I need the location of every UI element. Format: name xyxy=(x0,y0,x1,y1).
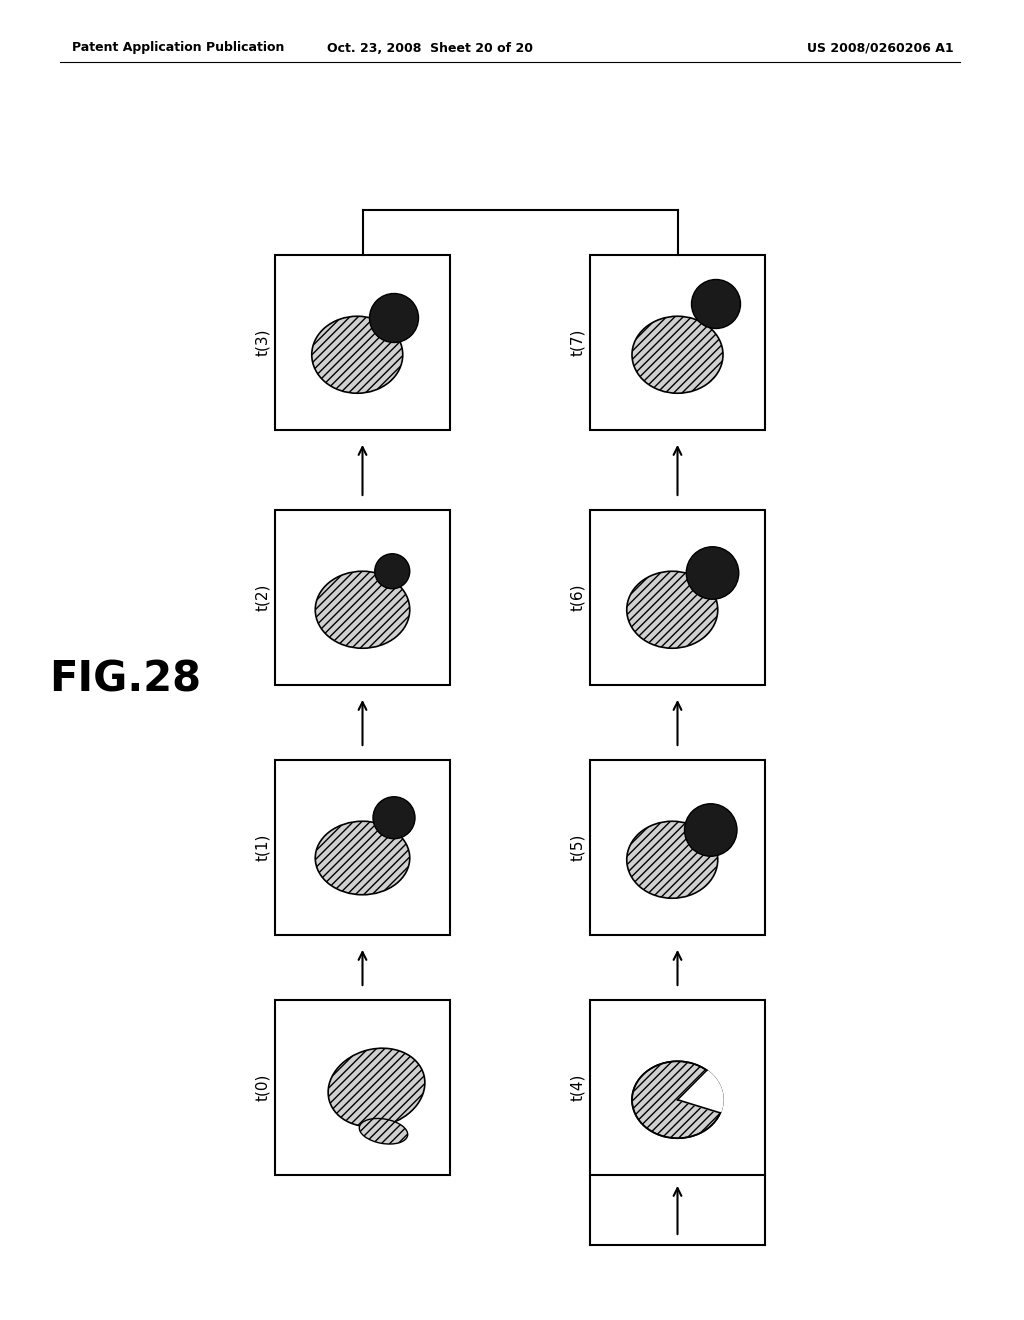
Text: US 2008/0260206 A1: US 2008/0260206 A1 xyxy=(807,41,953,54)
Bar xyxy=(590,760,765,935)
Circle shape xyxy=(684,804,737,857)
Text: t(2): t(2) xyxy=(255,583,270,611)
Circle shape xyxy=(373,797,415,838)
Circle shape xyxy=(370,293,419,342)
Bar xyxy=(590,510,765,685)
Text: Oct. 23, 2008  Sheet 20 of 20: Oct. 23, 2008 Sheet 20 of 20 xyxy=(327,41,534,54)
Bar xyxy=(275,255,450,430)
Ellipse shape xyxy=(627,572,718,648)
Text: Patent Application Publication: Patent Application Publication xyxy=(72,41,285,54)
Text: t(5): t(5) xyxy=(570,834,585,861)
Ellipse shape xyxy=(627,821,718,898)
Text: t(1): t(1) xyxy=(255,834,270,861)
Bar xyxy=(275,510,450,685)
Polygon shape xyxy=(678,1071,723,1113)
Text: t(0): t(0) xyxy=(255,1073,270,1101)
Ellipse shape xyxy=(359,1118,408,1144)
Bar xyxy=(590,1001,765,1175)
Circle shape xyxy=(375,554,410,589)
Ellipse shape xyxy=(632,1061,723,1138)
Circle shape xyxy=(686,546,738,599)
Text: t(7): t(7) xyxy=(570,329,585,356)
Circle shape xyxy=(691,280,740,329)
Ellipse shape xyxy=(328,1048,425,1127)
Text: t(3): t(3) xyxy=(255,329,270,356)
Text: t(4): t(4) xyxy=(570,1073,585,1101)
Bar xyxy=(590,255,765,430)
Bar xyxy=(275,1001,450,1175)
Ellipse shape xyxy=(315,572,410,648)
Ellipse shape xyxy=(315,821,410,895)
Ellipse shape xyxy=(632,317,723,393)
Text: FIG.28: FIG.28 xyxy=(49,659,201,701)
Ellipse shape xyxy=(311,317,402,393)
Text: t(6): t(6) xyxy=(570,583,585,611)
Bar xyxy=(275,760,450,935)
